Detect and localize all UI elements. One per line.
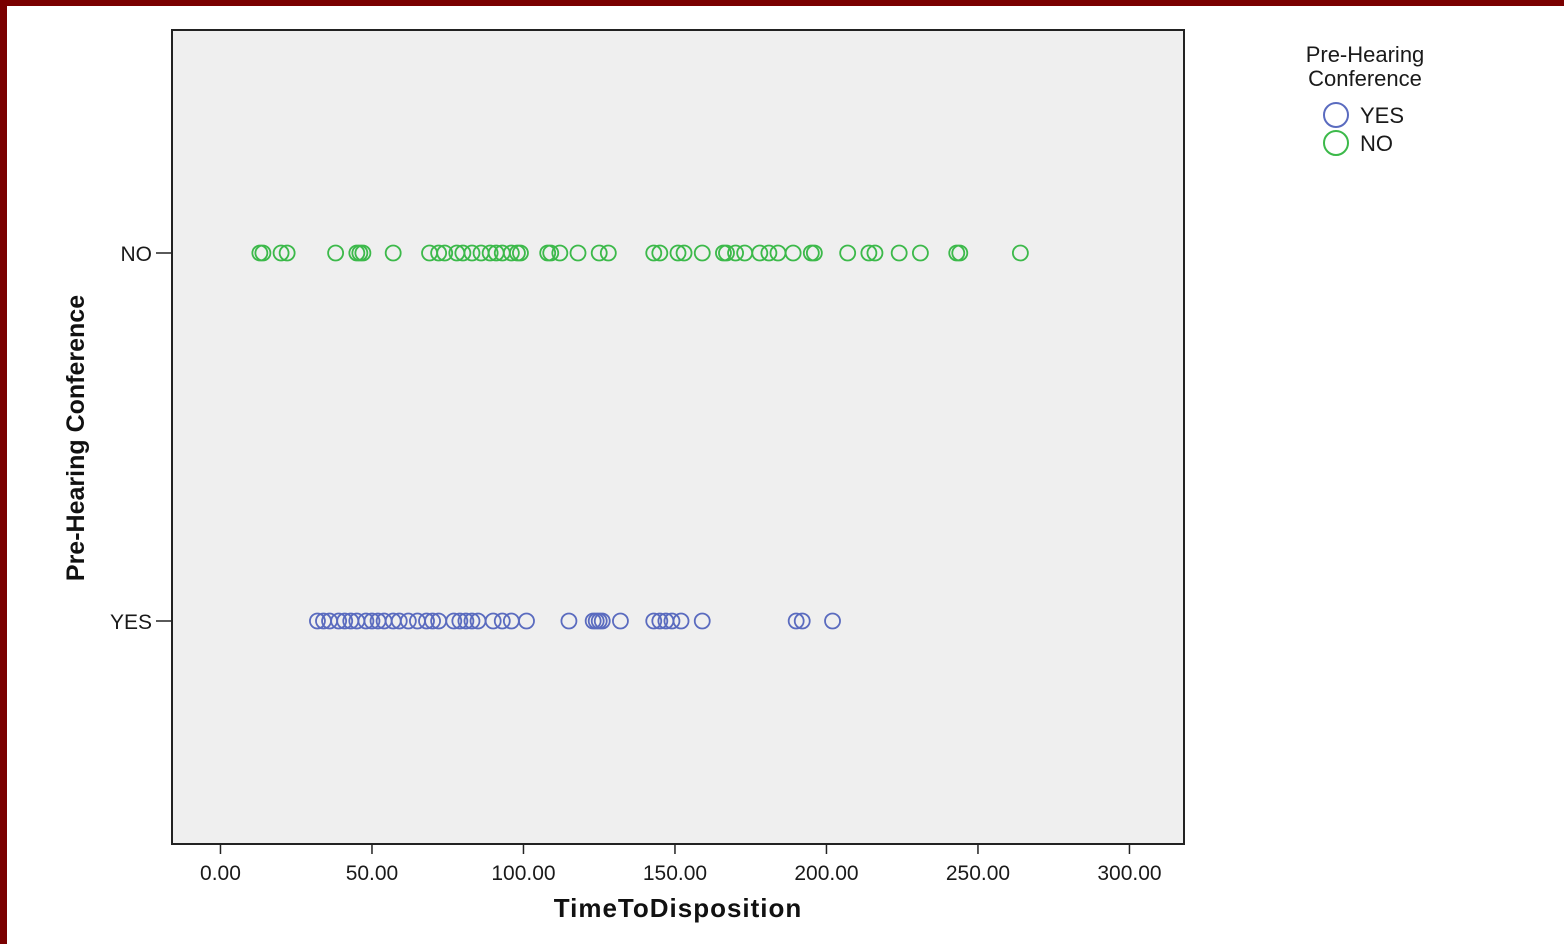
data-point-yes bbox=[787, 612, 805, 630]
data-point-no bbox=[805, 244, 823, 262]
data-point-no bbox=[354, 244, 372, 262]
data-point-no bbox=[911, 244, 929, 262]
data-point-no bbox=[327, 244, 345, 262]
data-point-yes bbox=[672, 612, 690, 630]
legend-title-line-2: Conference bbox=[1308, 66, 1422, 91]
data-point-no bbox=[839, 244, 857, 262]
data-point-yes bbox=[493, 612, 511, 630]
legend: Pre-Hearing Conference YES NO bbox=[1306, 42, 1425, 156]
data-point-yes bbox=[793, 612, 811, 630]
data-point-no bbox=[760, 244, 778, 262]
data-point-no bbox=[551, 244, 569, 262]
data-point-yes bbox=[463, 612, 481, 630]
data-point-yes bbox=[451, 612, 469, 630]
data-point-yes bbox=[363, 612, 381, 630]
plot-area bbox=[171, 29, 1185, 845]
data-point-yes bbox=[663, 612, 681, 630]
data-point-yes bbox=[645, 612, 663, 630]
legend-label-yes: YES bbox=[1360, 103, 1404, 128]
data-point-no bbox=[890, 244, 908, 262]
x-tick-label: 50.00 bbox=[346, 862, 399, 885]
data-point-no bbox=[278, 244, 296, 262]
x-axis-title: TimeToDisposition bbox=[554, 893, 803, 923]
y-axis-title: Pre-Hearing Conference bbox=[62, 295, 90, 581]
data-point-no bbox=[463, 244, 481, 262]
data-point-yes bbox=[309, 612, 326, 630]
data-point-yes bbox=[445, 612, 463, 630]
data-point-no bbox=[590, 244, 608, 262]
data-point-no bbox=[693, 244, 711, 262]
x-tick-label: 250.00 bbox=[946, 862, 1010, 885]
x-tick-label: 150.00 bbox=[643, 862, 707, 885]
data-point-yes bbox=[336, 612, 354, 630]
data-point-no bbox=[254, 244, 272, 262]
x-tick-label: 0.00 bbox=[200, 862, 241, 885]
data-point-yes bbox=[399, 612, 417, 630]
data-point-no bbox=[751, 244, 769, 262]
y-tick-label-yes: YES bbox=[110, 611, 152, 634]
data-point-yes bbox=[390, 612, 408, 630]
data-point-no bbox=[502, 244, 520, 262]
data-point-no bbox=[1011, 244, 1029, 262]
window-frame-left bbox=[0, 0, 7, 944]
data-point-no bbox=[599, 244, 617, 262]
legend-label-no: NO bbox=[1360, 131, 1393, 156]
y-tick-label-no: NO bbox=[121, 243, 153, 266]
data-point-yes bbox=[418, 612, 435, 630]
legend-title-line-1: Pre-Hearing bbox=[1306, 42, 1425, 67]
data-point-yes bbox=[824, 612, 841, 630]
data-point-no bbox=[718, 244, 735, 262]
legend-marker-no bbox=[1323, 130, 1349, 156]
data-points bbox=[251, 244, 1029, 630]
y-axis: NO YES bbox=[110, 243, 172, 634]
data-point-no bbox=[675, 244, 693, 262]
data-point-no bbox=[436, 244, 454, 262]
x-tick-label: 300.00 bbox=[1097, 862, 1161, 885]
data-point-yes bbox=[518, 612, 535, 630]
data-point-yes bbox=[693, 612, 711, 630]
data-point-yes bbox=[612, 612, 629, 630]
data-point-no bbox=[645, 244, 663, 262]
x-tick-label: 200.00 bbox=[794, 862, 858, 885]
data-point-yes bbox=[457, 612, 475, 630]
data-point-yes bbox=[651, 612, 669, 630]
data-point-no bbox=[481, 244, 499, 262]
data-point-no bbox=[569, 244, 587, 262]
data-point-no bbox=[430, 244, 448, 262]
legend-marker-yes bbox=[1323, 102, 1349, 128]
data-point-yes bbox=[424, 612, 441, 630]
data-point-no bbox=[542, 244, 560, 262]
data-point-no bbox=[866, 244, 884, 262]
data-point-yes bbox=[560, 612, 578, 630]
data-point-no bbox=[272, 244, 290, 262]
data-point-no bbox=[727, 244, 744, 262]
data-point-no bbox=[669, 244, 687, 262]
window-frame-top bbox=[0, 0, 1564, 6]
data-point-yes bbox=[330, 612, 348, 630]
data-point-no bbox=[784, 244, 802, 262]
x-tick-label: 100.00 bbox=[491, 862, 555, 885]
data-point-no bbox=[651, 244, 669, 262]
data-point-yes bbox=[484, 612, 502, 630]
data-point-yes bbox=[357, 612, 375, 630]
data-point-no bbox=[860, 244, 878, 262]
data-point-no bbox=[454, 244, 472, 262]
data-point-yes bbox=[593, 612, 611, 630]
data-point-no bbox=[951, 244, 969, 262]
data-point-no bbox=[512, 244, 529, 262]
data-point-no bbox=[384, 244, 402, 262]
x-axis: 0.00 50.00 100.00 150.00 200.00 250.00 300.00 bbox=[200, 844, 1162, 885]
